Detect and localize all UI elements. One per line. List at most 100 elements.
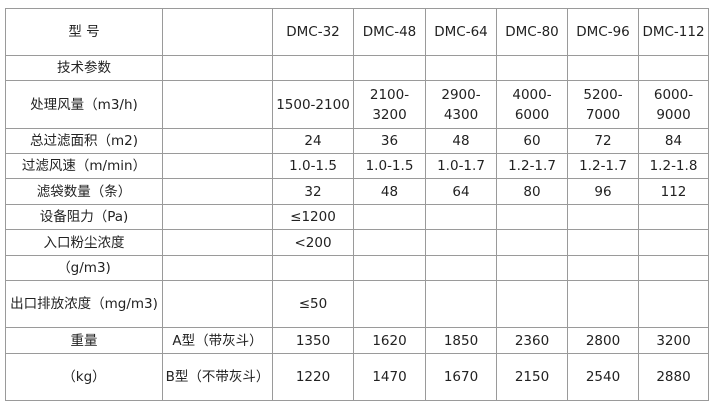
row-label: 技术参数 [5, 55, 163, 81]
value-cell: 5200-7000 [567, 80, 639, 129]
value-cell: 1220 [272, 353, 354, 401]
row-label: 滤袋数量（条） [5, 178, 163, 205]
row-sublabel: B型（不带灰斗） [162, 353, 273, 401]
value-cell [425, 204, 497, 230]
model-header: DMC-96 [567, 8, 639, 56]
row-label: 入口粉尘浓度 [5, 229, 163, 256]
value-cell: 4000-6000 [496, 80, 568, 129]
value-cell [496, 255, 568, 281]
value-cell [425, 55, 497, 81]
model-label: 型 号 [5, 8, 163, 56]
value-cell [638, 55, 709, 81]
value-cell: ≤50 [272, 280, 354, 328]
value-cell: <200 [272, 229, 354, 256]
value-cell: ≤1200 [272, 204, 354, 230]
value-cell [567, 255, 639, 281]
value-cell [496, 280, 568, 328]
value-cell: 2100-3200 [353, 80, 426, 129]
table-row: 入口粉尘浓度 <200 [5, 229, 709, 256]
model-header: DMC-48 [353, 8, 426, 56]
table-row: 过滤风速（m/min） 1.0-1.5 1.0-1.5 1.0-1.7 1.2-1.7 1… [5, 153, 709, 179]
value-cell: 2150 [496, 353, 568, 401]
value-cell: 1.0-1.5 [272, 153, 354, 179]
value-cell: 32 [272, 178, 354, 205]
value-cell: 2800 [567, 327, 639, 354]
value-cell: 1.0-1.7 [425, 153, 497, 179]
value-cell: 48 [353, 178, 426, 205]
value-cell: 48 [425, 128, 497, 154]
row-label: 总过滤面积（m2) [5, 128, 163, 154]
value-cell [638, 255, 709, 281]
empty-cell [162, 8, 273, 56]
value-cell [272, 55, 354, 81]
value-cell [353, 204, 426, 230]
value-cell [425, 280, 497, 328]
spec-table: 型 号 DMC-32 DMC-48 DMC-64 DMC-80 DMC-96 D… [5, 8, 709, 401]
value-cell: 1850 [425, 327, 497, 354]
value-cell [425, 229, 497, 256]
row-sublabel: A型（带灰斗） [162, 327, 273, 354]
value-cell [496, 204, 568, 230]
value-cell: 24 [272, 128, 354, 154]
row-sublabel [162, 128, 273, 154]
row-label: 过滤风速（m/min） [5, 153, 163, 179]
value-cell: 112 [638, 178, 709, 205]
row-sublabel [162, 229, 273, 256]
table-row: （kg） B型（不带灰斗） 1220 1470 1670 2150 2540 2880 [5, 353, 709, 401]
value-cell: 1.2-1.7 [567, 153, 639, 179]
row-sublabel [162, 153, 273, 179]
value-cell: 2360 [496, 327, 568, 354]
value-cell: 1.0-1.5 [353, 153, 426, 179]
row-sublabel [162, 255, 273, 281]
row-sublabel [162, 204, 273, 230]
row-label: 设备阻力（Pa) [5, 204, 163, 230]
value-cell [638, 229, 709, 256]
table-row: （g/m3) [5, 255, 709, 281]
value-cell [567, 229, 639, 256]
row-label: 处理风量（m3/h) [5, 80, 163, 129]
row-sublabel [162, 280, 273, 328]
value-cell: 1620 [353, 327, 426, 354]
value-cell [567, 280, 639, 328]
value-cell [496, 55, 568, 81]
row-label: 重量 [5, 327, 163, 354]
value-cell [353, 229, 426, 256]
row-label: 出口排放浓度（mg/m3) [5, 280, 163, 328]
value-cell: 36 [353, 128, 426, 154]
value-cell: 1470 [353, 353, 426, 401]
table-row: 出口排放浓度（mg/m3) ≤50 [5, 280, 709, 328]
value-cell: 2540 [567, 353, 639, 401]
model-header: DMC-80 [496, 8, 568, 56]
value-cell: 96 [567, 178, 639, 205]
value-cell [353, 55, 426, 81]
model-header: DMC-112 [638, 8, 709, 56]
value-cell: 3200 [638, 327, 709, 354]
value-cell [567, 204, 639, 230]
value-cell: 1.2-1.8 [638, 153, 709, 179]
value-cell [425, 255, 497, 281]
table-row: 重量 A型（带灰斗） 1350 1620 1850 2360 2800 3200 [5, 327, 709, 354]
row-label: （g/m3) [5, 255, 163, 281]
table-row: 处理风量（m3/h) 1500-2100 2100-3200 2900-4300 400… [5, 80, 709, 129]
value-cell: 64 [425, 178, 497, 205]
model-header: DMC-64 [425, 8, 497, 56]
table-row: 技术参数 [5, 55, 709, 81]
row-sublabel [162, 80, 273, 129]
value-cell [638, 204, 709, 230]
value-cell: 72 [567, 128, 639, 154]
model-header: DMC-32 [272, 8, 354, 56]
value-cell: 2900-4300 [425, 80, 497, 129]
value-cell [353, 255, 426, 281]
value-cell [567, 55, 639, 81]
value-cell: 80 [496, 178, 568, 205]
value-cell [638, 280, 709, 328]
value-cell: 60 [496, 128, 568, 154]
value-cell: 2880 [638, 353, 709, 401]
value-cell: 1500-2100 [272, 80, 354, 129]
value-cell: 1.2-1.7 [496, 153, 568, 179]
table-row: 滤袋数量（条） 32 48 64 80 96 112 [5, 178, 709, 205]
row-label: （kg） [5, 353, 163, 401]
value-cell: 1670 [425, 353, 497, 401]
table-row: 总过滤面积（m2) 24 36 48 60 72 84 [5, 128, 709, 154]
row-sublabel [162, 55, 273, 81]
